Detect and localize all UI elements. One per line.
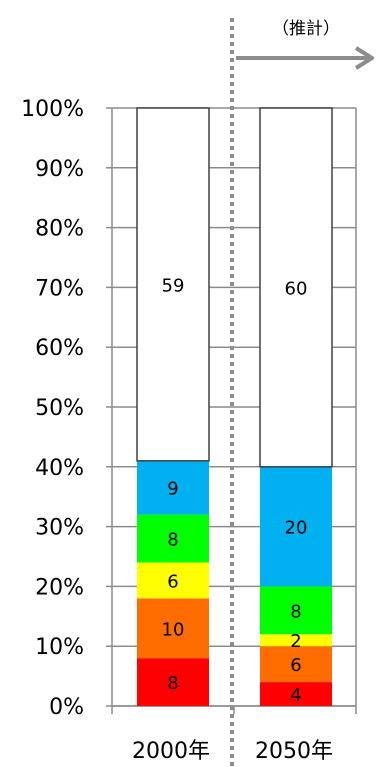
segment-value-label: 9 (167, 479, 178, 500)
x-category-label: 2050年 (255, 739, 333, 764)
bar-segment (136, 107, 210, 462)
bar-segment (260, 466, 332, 587)
segment-value-label: 6 (290, 655, 301, 676)
bar-segment (137, 460, 209, 515)
bar-segment (137, 514, 209, 563)
bar-segment (259, 107, 333, 468)
segment-value-label: 4 (290, 685, 301, 706)
y-tick-label: 60% (35, 336, 84, 361)
y-tick-label: 50% (35, 396, 84, 421)
segment-value-label: 10 (162, 619, 185, 640)
segment-value-label: 60 (285, 278, 308, 299)
projection-note: （推計） (272, 19, 340, 39)
bars (136, 107, 333, 706)
projection-annotation: （推計） (230, 18, 374, 767)
y-tick-label: 10% (35, 635, 84, 660)
y-tick-label: 20% (35, 575, 84, 600)
segment-value-label: 8 (290, 601, 301, 622)
y-tick-label: 100% (21, 97, 84, 122)
segment-value-label: 59 (162, 275, 185, 296)
bar-segment (137, 598, 209, 659)
y-tick-label: 30% (35, 516, 84, 541)
segment-value-label: 6 (167, 571, 178, 592)
bar-segment (260, 682, 332, 706)
bar-segment (260, 646, 332, 683)
y-tick-label: 80% (35, 217, 84, 242)
y-tick-label: 90% (35, 157, 84, 182)
y-tick-label: 0% (49, 695, 84, 720)
bar-segment (260, 586, 332, 635)
y-axis-ticks: 0% 10% 20% 30% 40% 50% 60% 70% 80% 90% 100% (21, 97, 84, 720)
projection-arrow-icon (354, 46, 374, 70)
bar-segment (260, 634, 332, 647)
segment-value-label: 20 (285, 518, 308, 539)
segment-labels: 8 10 6 8 9 59 4 6 2 8 20 60 (162, 275, 308, 706)
bar-segment (137, 562, 209, 599)
bar-segment (137, 658, 209, 706)
segment-value-label: 2 (290, 631, 301, 652)
y-tick-label: 40% (35, 456, 84, 481)
x-axis-categories: 2000年 2050年 (132, 739, 333, 764)
segment-value-label: 8 (167, 673, 178, 694)
segment-value-label: 8 (167, 530, 178, 551)
x-category-label: 2000年 (132, 739, 210, 764)
y-tick-label: 70% (35, 276, 84, 301)
